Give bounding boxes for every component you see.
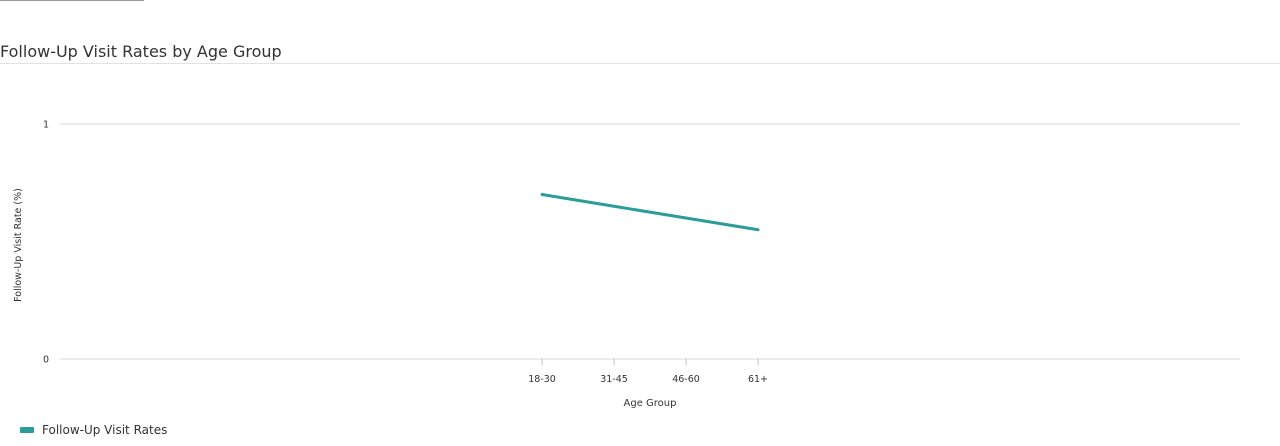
title-divider <box>0 63 1280 64</box>
legend-label: Follow-Up Visit Rates <box>42 423 168 437</box>
y-tick-label: 1 <box>43 120 49 131</box>
series-line[interactable] <box>540 193 760 232</box>
tab-indicator[interactable] <box>0 0 144 1</box>
legend[interactable]: Follow-Up Visit Rates <box>20 423 167 437</box>
x-axis-label: Age Group <box>624 398 677 409</box>
gridlines <box>60 123 1240 360</box>
y-tick-label: 0 <box>43 355 49 366</box>
line-chart: 01 18-30 31-45 46-60 61+ Age Group Follow-U… <box>13 120 1240 409</box>
y-axis-ticks: 01 <box>43 120 49 366</box>
legend-swatch <box>20 427 34 433</box>
series-lines <box>540 193 760 232</box>
x-axis-ticks: 18-30 31-45 46-60 61+ <box>528 359 768 385</box>
x-tick-label: 31-45 <box>600 374 628 385</box>
x-tick-label: 18-30 <box>528 374 556 385</box>
chart-title: Follow-Up Visit Rates by Age Group <box>0 42 282 61</box>
x-tick-label: 61+ <box>748 374 768 385</box>
y-axis-label: Follow-Up Visit Rate (%) <box>13 188 24 302</box>
x-tick-label: 46-60 <box>672 374 700 385</box>
